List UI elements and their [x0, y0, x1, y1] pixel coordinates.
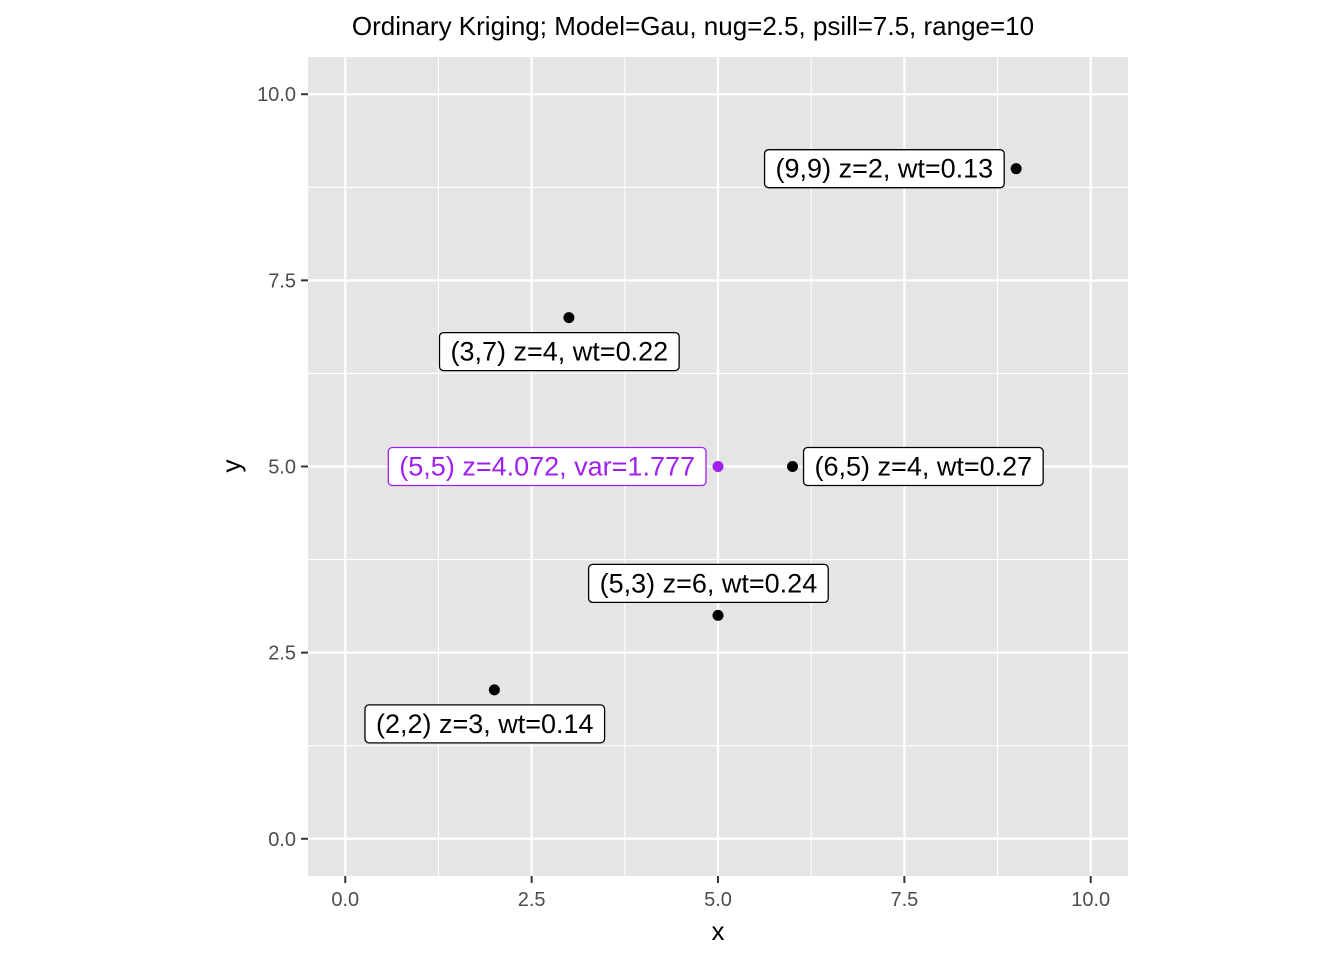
label-box: [438, 331, 680, 372]
y-tick-label: 0.0: [268, 829, 296, 851]
x-tick-label: 2.5: [518, 889, 546, 911]
sample-label: (3,7) z=4, wt=0.22: [438, 331, 680, 372]
label-text: (5,5) z=4.072, var=1.777: [399, 452, 695, 482]
data-points: (9,9) z=2, wt=0.13 (3,7) z=4, wt=0.22 (6,5…: [364, 149, 1044, 744]
x-tick-label: 0.0: [331, 889, 359, 911]
sample-label: (2,2) z=3, wt=0.14: [364, 704, 606, 744]
sample-point: [563, 312, 575, 324]
label-box: [387, 446, 707, 487]
label-text: (3,7) z=4, wt=0.22: [451, 337, 669, 367]
label-box: [587, 563, 829, 604]
x-tick-label: 10.0: [1071, 889, 1110, 911]
sample-point: [787, 461, 799, 472]
sample-label: (6,5) z=4, wt=0.27: [802, 446, 1044, 487]
label-box: [802, 446, 1044, 487]
label-text: (9,9) z=2, wt=0.13: [776, 154, 994, 184]
y-axis-title: y: [216, 460, 246, 473]
axes: 0.0 2.5 5.0 7.5 10.0 0.0 2.5 5.0 7.5 10.0: [257, 84, 1110, 911]
sample-label: (9,9) z=2, wt=0.13: [763, 149, 1005, 189]
y-tick-label: 10.0: [257, 84, 296, 106]
y-tick-label: 7.5: [268, 270, 296, 292]
sample-point: [488, 684, 500, 696]
sample-label: (5,3) z=6, wt=0.24: [587, 563, 829, 604]
label-text: (6,5) z=4, wt=0.27: [815, 452, 1033, 482]
sample-point: [712, 609, 724, 621]
estimate-point: [712, 461, 724, 472]
label-text: (5,3) z=6, wt=0.24: [600, 568, 818, 598]
chart-title: Ordinary Kriging; Model=Gau, nug=2.5, ps…: [352, 11, 1034, 41]
x-tick-label: 5.0: [704, 889, 732, 911]
label-box: [763, 149, 1005, 189]
x-axis-title: x: [712, 916, 725, 946]
y-tick-label: 5.0: [268, 457, 296, 479]
y-tick-label: 2.5: [268, 643, 296, 665]
label-text: (2,2) z=3, wt=0.14: [376, 709, 594, 739]
label-box: [364, 704, 606, 744]
sample-point: [1010, 163, 1022, 175]
estimate-label: (5,5) z=4.072, var=1.777: [387, 446, 707, 487]
x-tick-label: 7.5: [890, 889, 918, 911]
